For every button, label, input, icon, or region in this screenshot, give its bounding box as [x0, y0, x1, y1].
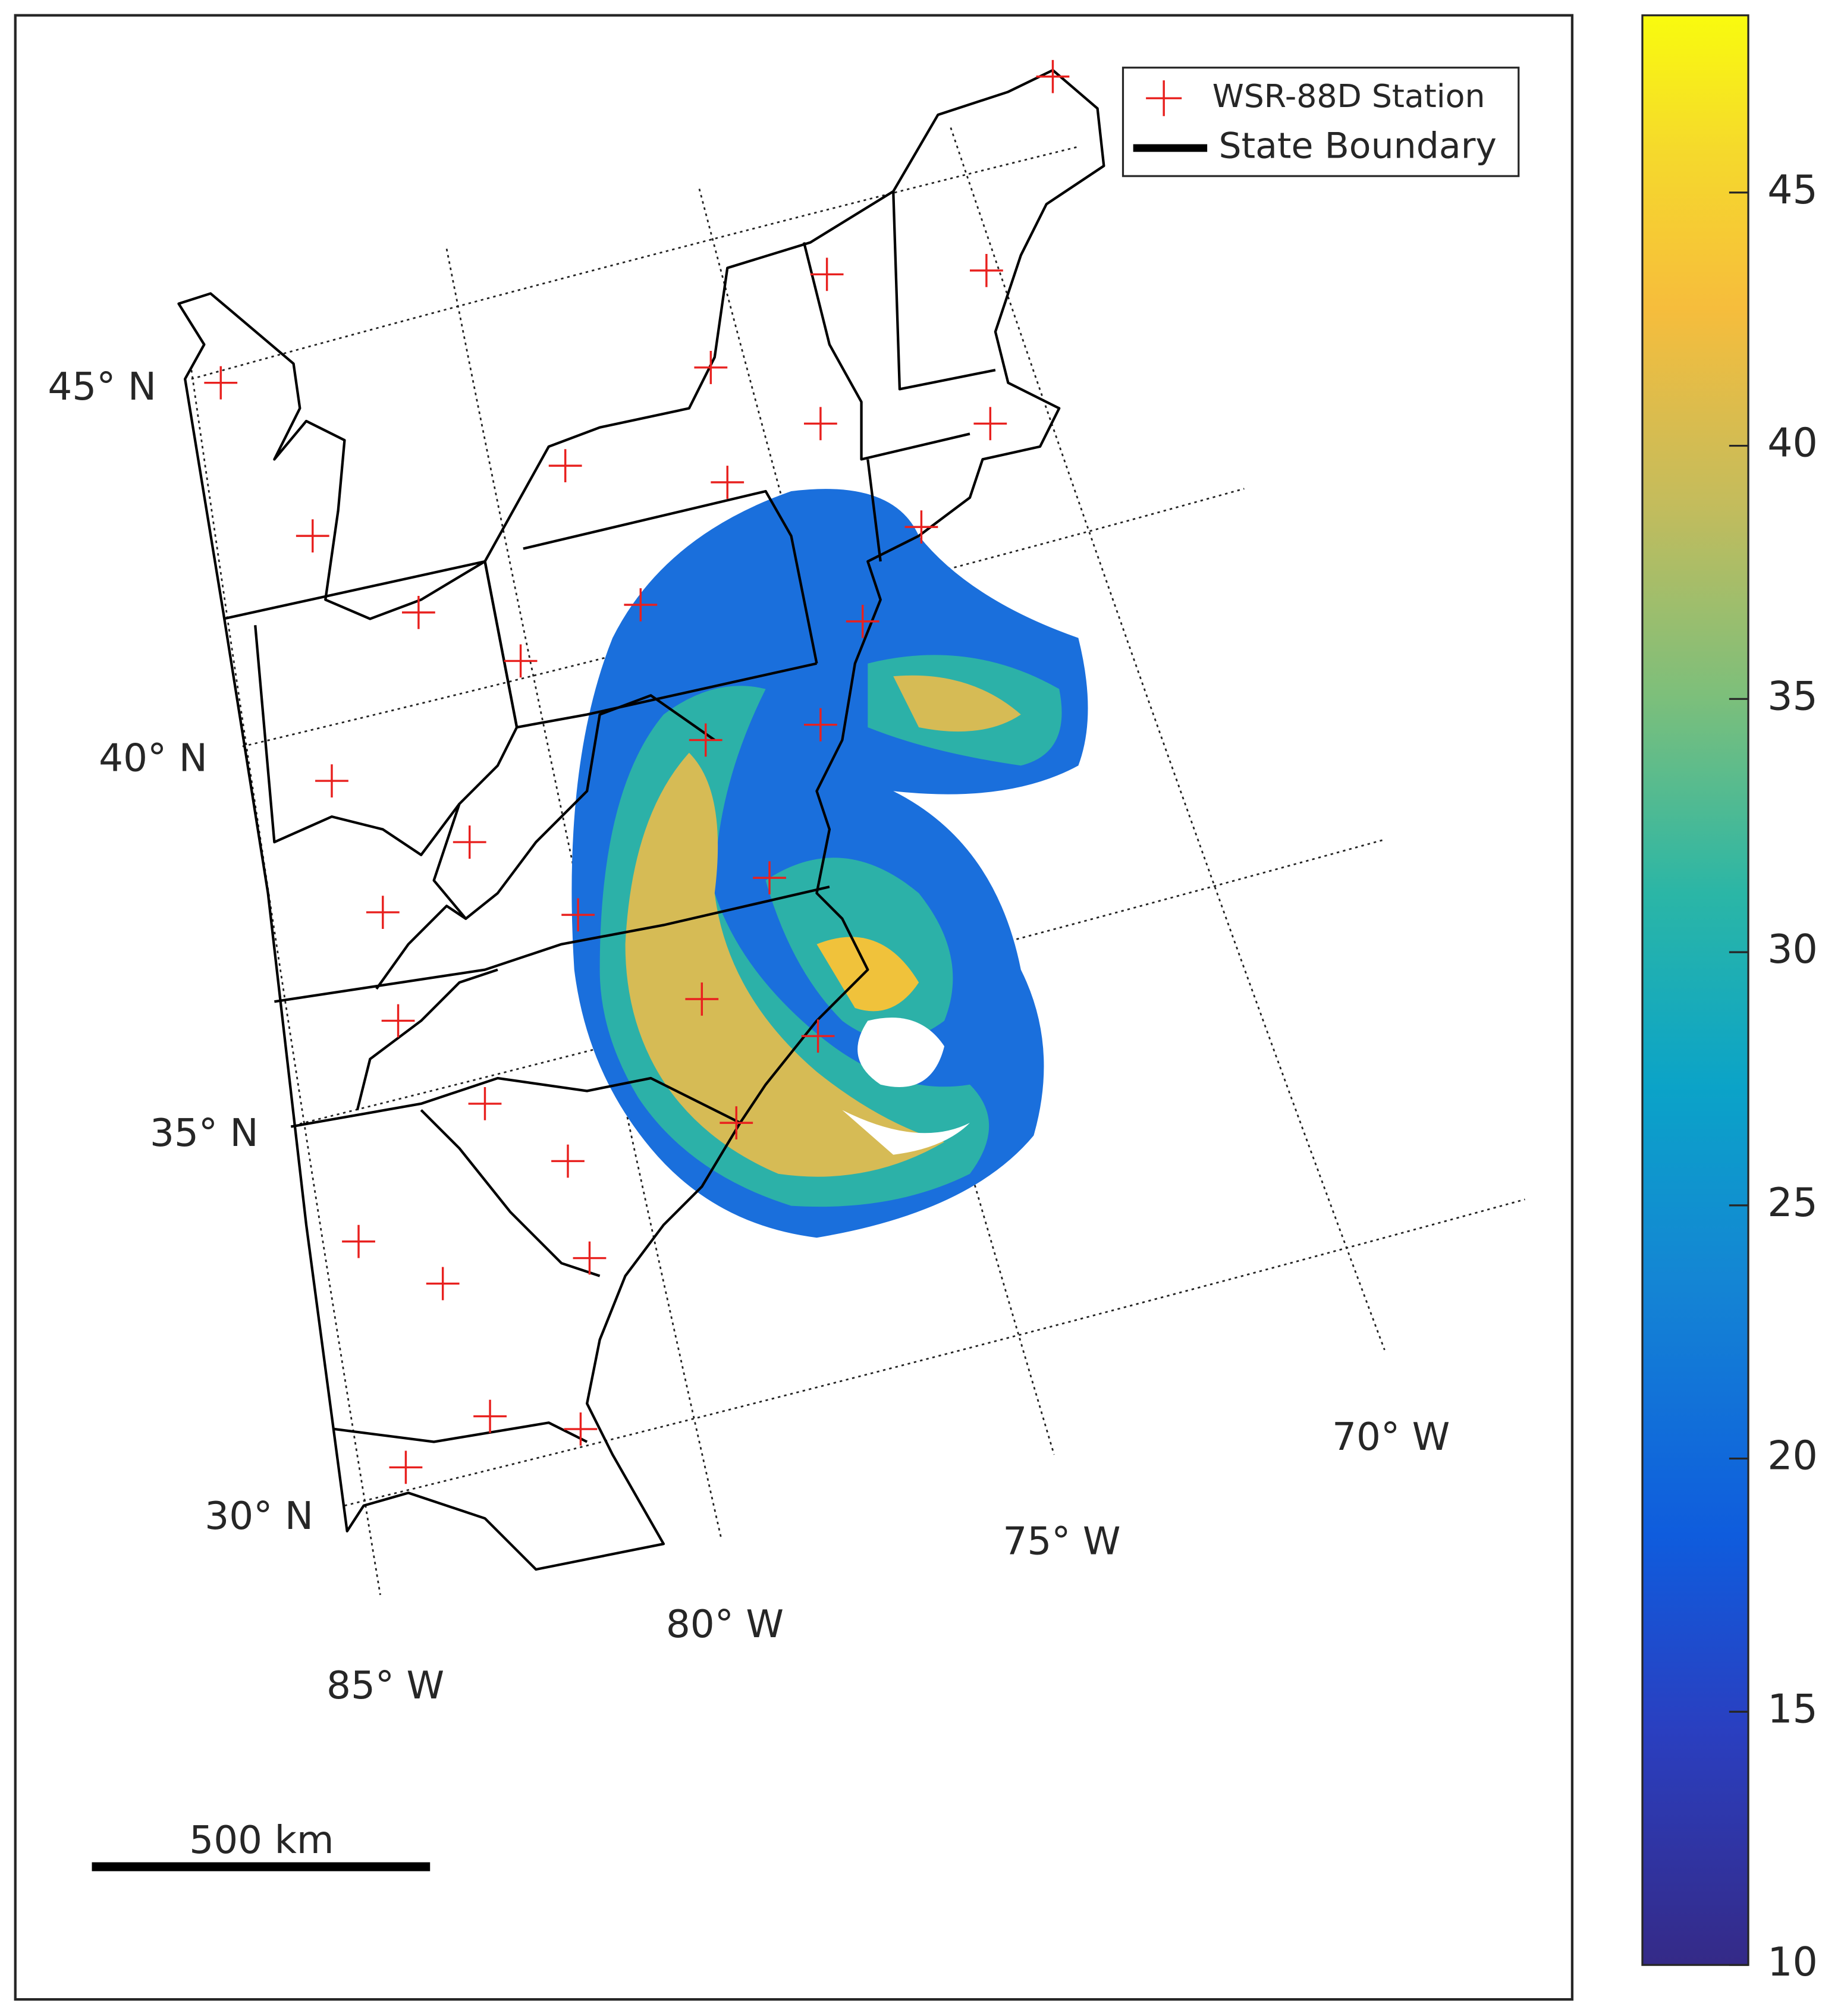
- station-marker: [801, 1019, 835, 1053]
- station-marker: [204, 366, 238, 400]
- legend: WSR-88D Station State Boundary: [1122, 67, 1520, 177]
- station-marker: [810, 258, 844, 291]
- station-marker: [753, 861, 786, 895]
- lon-label: 80° W: [666, 1602, 784, 1647]
- lon-label: 85° W: [326, 1663, 444, 1708]
- legend-box: [1122, 67, 1520, 177]
- colorbar-tick-label: 20: [1767, 1433, 1818, 1479]
- station-marker: [366, 896, 400, 929]
- legend-label: State Boundary: [1218, 125, 1497, 167]
- lon-label: 75° W: [1003, 1519, 1120, 1564]
- colorbar-tick-label: 45: [1767, 167, 1818, 213]
- station-marker: [720, 1106, 753, 1139]
- station-marker: [685, 982, 719, 1016]
- station-marker: [453, 825, 486, 859]
- station-marker: [573, 1241, 607, 1275]
- station-marker: [973, 407, 1007, 441]
- state-boundaries: [177, 68, 1105, 1571]
- colorbar-tick-label: 40: [1767, 420, 1818, 466]
- colorbar-tick-label: 15: [1767, 1685, 1818, 1732]
- station-marker: [504, 644, 538, 678]
- scale-bar: 500 km: [92, 1818, 431, 1871]
- scale-bar-label: 500 km: [189, 1818, 334, 1863]
- station-marker: [564, 1412, 598, 1446]
- station-marker: [846, 605, 879, 638]
- station-marker: [548, 449, 582, 483]
- colorbar-tick-label: 35: [1767, 673, 1818, 719]
- lat-labels: 45° N 40° N 35° N 30° N: [48, 365, 313, 1538]
- station-marker: [473, 1399, 507, 1433]
- station-marker: [969, 253, 1003, 287]
- radar-reflectivity: [571, 489, 1088, 1238]
- lat-label: 30° N: [205, 1494, 313, 1538]
- station-markers: [204, 59, 1070, 1484]
- station-marker: [468, 1087, 502, 1120]
- station-marker: [1036, 59, 1070, 93]
- station-marker: [694, 351, 728, 384]
- lat-label: 45° N: [48, 365, 156, 409]
- station-marker: [315, 764, 348, 797]
- station-marker: [689, 723, 722, 757]
- colorbar-tick-label: 30: [1767, 926, 1818, 972]
- station-marker: [551, 1144, 585, 1178]
- station-marker: [561, 898, 595, 932]
- station-marker: [803, 407, 837, 441]
- station-marker: [389, 1450, 423, 1484]
- station-marker: [401, 595, 435, 629]
- legend-label: WSR-88D Station: [1212, 77, 1485, 115]
- lon-label: 70° W: [1332, 1415, 1450, 1459]
- station-marker: [342, 1224, 375, 1258]
- colorbar-tick-label: 25: [1767, 1179, 1818, 1226]
- station-marker: [904, 510, 938, 544]
- station-marker: [624, 588, 658, 621]
- station-marker: [803, 708, 837, 742]
- lon-labels: 85° W 80° W 75° W 70° W: [326, 1415, 1450, 1708]
- station-marker: [426, 1267, 460, 1301]
- station-marker: [711, 466, 744, 499]
- colorbar-ramp: [1641, 14, 1749, 1966]
- lat-label: 35° N: [150, 1111, 259, 1155]
- colorbar: 10 15 20 25 30 35 40 45: [1641, 14, 1818, 1985]
- legend-station-symbol: [1146, 80, 1182, 117]
- station-marker: [296, 519, 329, 553]
- colorbar-tick-label: 10: [1767, 1939, 1818, 1985]
- station-marker: [381, 1004, 415, 1038]
- lat-label: 40° N: [99, 736, 208, 780]
